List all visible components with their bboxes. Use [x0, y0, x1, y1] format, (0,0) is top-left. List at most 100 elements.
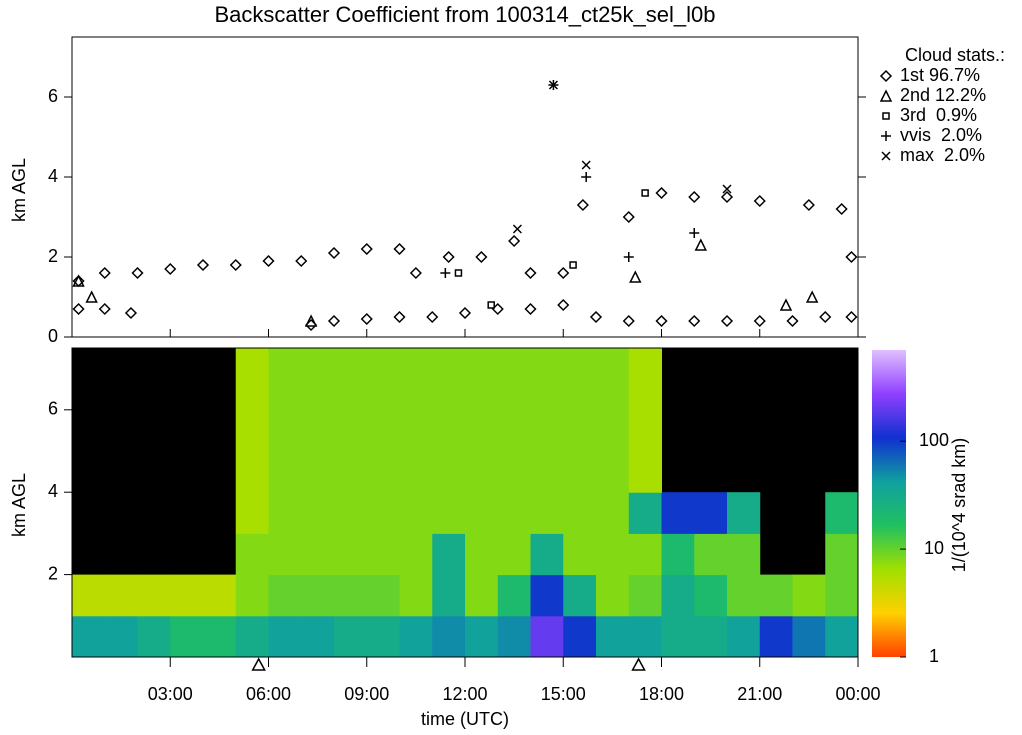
legend-label: vvis 2.0% — [900, 125, 982, 145]
heatmap-cell — [301, 409, 335, 452]
heatmap-cell — [268, 451, 302, 493]
heatmap-cell — [563, 368, 597, 411]
heatmap-cell — [399, 615, 433, 657]
point — [805, 290, 819, 303]
colorbar-tick-label: 100 — [919, 430, 949, 450]
point — [512, 224, 522, 234]
heatmap-cell — [530, 451, 564, 493]
point — [442, 250, 455, 264]
heatmap-cell — [334, 533, 368, 576]
heatmap-cell — [727, 533, 761, 576]
heatmap-cell — [137, 615, 171, 657]
point — [524, 302, 537, 316]
heatmap-cell — [694, 615, 728, 657]
heatmap-cell — [497, 348, 531, 370]
x-tick-label: 12:00 — [442, 684, 487, 704]
heatmap-cell — [235, 451, 269, 493]
heatmap-cell — [596, 348, 630, 370]
heatmap-cell — [628, 348, 662, 370]
heatmap-cell — [563, 574, 597, 617]
heatmap-cell — [137, 574, 171, 617]
point — [454, 269, 463, 277]
heatmap-cell — [334, 368, 368, 411]
heatmap-cell — [497, 409, 531, 452]
heatmap-cell — [596, 492, 630, 534]
heatmap-cell — [563, 615, 597, 657]
heatmap-cell — [432, 451, 466, 493]
heatmap-cell — [465, 615, 499, 657]
point — [786, 314, 799, 328]
heatmap-cell — [334, 348, 368, 370]
point — [229, 258, 242, 272]
heatmap-cell — [759, 574, 793, 617]
heatmap-cell — [465, 348, 499, 370]
heatmap-cell — [727, 492, 761, 534]
heatmap-cell — [530, 348, 564, 370]
point — [845, 310, 858, 324]
heatmap-cell — [399, 533, 433, 576]
heatmap-cell — [628, 368, 662, 411]
point — [569, 261, 577, 269]
heatmap-cell — [596, 409, 630, 452]
heatmap-cell — [628, 533, 662, 576]
heatmap-cell — [628, 409, 662, 452]
point — [557, 266, 570, 280]
heatmap-cell — [596, 451, 630, 493]
y-tick-label: 6 — [48, 399, 58, 419]
heatmap-cell — [563, 348, 597, 370]
y-tick-label: 4 — [48, 166, 58, 186]
heatmap-cell — [628, 451, 662, 493]
heatmap-cell — [301, 368, 335, 411]
heatmap-cell — [661, 615, 695, 657]
x-tick-label: 15:00 — [541, 684, 586, 704]
point — [694, 238, 708, 251]
y-axis-label: km AGL — [9, 473, 29, 537]
heatmap-cell — [825, 492, 858, 534]
heatmap-cell — [563, 533, 597, 576]
y-tick-label: 4 — [48, 481, 58, 501]
heatmap-cell — [203, 615, 237, 657]
point — [327, 246, 341, 260]
heatmap-cell — [465, 368, 499, 411]
heatmap-cell — [530, 574, 564, 617]
point — [689, 228, 700, 238]
heatmap-cell — [596, 368, 630, 411]
legend-label: 3rd 0.9% — [900, 105, 977, 125]
heatmap-cell — [661, 574, 695, 617]
heatmap-cell — [366, 492, 400, 534]
point — [557, 298, 570, 312]
point — [72, 302, 85, 316]
point — [393, 310, 406, 324]
point — [688, 190, 701, 204]
point — [753, 314, 766, 328]
point — [622, 210, 635, 224]
point — [835, 202, 848, 216]
point — [508, 234, 521, 248]
heatmap-cell — [334, 451, 368, 493]
heatmap-cell — [465, 409, 499, 452]
heatmap-cell — [104, 574, 138, 617]
point — [819, 310, 832, 324]
point — [360, 312, 373, 326]
point — [622, 314, 635, 328]
heatmap-cell — [661, 492, 695, 534]
heatmap-cell — [268, 574, 302, 617]
heatmap-cell — [235, 574, 269, 617]
point — [589, 310, 603, 324]
heatmap-cell — [301, 451, 335, 493]
point — [548, 80, 558, 90]
heatmap-cell — [825, 615, 858, 657]
colorbar-label: 1/(10^4 srad km) — [949, 438, 969, 573]
heatmap-cell — [72, 615, 106, 657]
point — [262, 254, 275, 268]
x-tick-label: 06:00 — [246, 684, 291, 704]
point — [98, 266, 111, 280]
heatmap-cell — [530, 409, 564, 452]
point — [623, 252, 634, 262]
point — [845, 250, 858, 264]
point — [327, 314, 341, 328]
x-tick-label: 03:00 — [148, 684, 193, 704]
point — [688, 314, 701, 328]
heatmap-cell — [759, 615, 793, 657]
